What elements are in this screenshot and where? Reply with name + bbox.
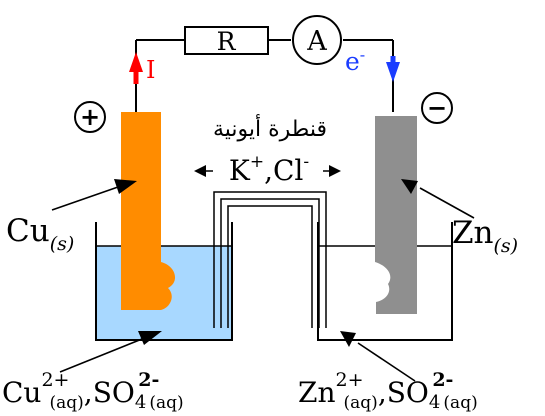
resistor: R xyxy=(184,26,269,56)
negative-terminal-icon: − xyxy=(421,92,453,124)
positive-terminal-icon: + xyxy=(74,101,106,133)
copper-electrode xyxy=(121,112,176,310)
bridge-ions-label: K+,Cl- xyxy=(229,152,309,187)
salt-bridge-label: قنطرة أيونية xyxy=(213,114,327,142)
ammeter: A xyxy=(292,15,342,65)
zn-solution-label: Zn2+ (aq),SO42-(aq) xyxy=(298,369,478,413)
zinc-electrode xyxy=(375,116,417,314)
svg-text:−: − xyxy=(427,94,447,122)
pointer-arrows xyxy=(51,179,475,382)
electron-arrow xyxy=(386,56,400,82)
cu-solution-label: Cu2+ (aq),SO42-(aq) xyxy=(2,369,184,413)
cu-beaker xyxy=(95,222,233,341)
current-arrow xyxy=(129,52,143,84)
resistor-label: R xyxy=(217,27,237,56)
ammeter-label: A xyxy=(306,26,327,57)
cu-electrode-label: Cu(s) xyxy=(6,213,74,255)
zn-electrode-label: Zn(s) xyxy=(452,215,518,257)
current-label: I xyxy=(146,56,155,84)
svg-text:+: + xyxy=(80,103,100,131)
electron-label: e- xyxy=(345,45,365,76)
ion-migration-arrows xyxy=(194,165,341,177)
salt-bridge xyxy=(213,191,327,328)
